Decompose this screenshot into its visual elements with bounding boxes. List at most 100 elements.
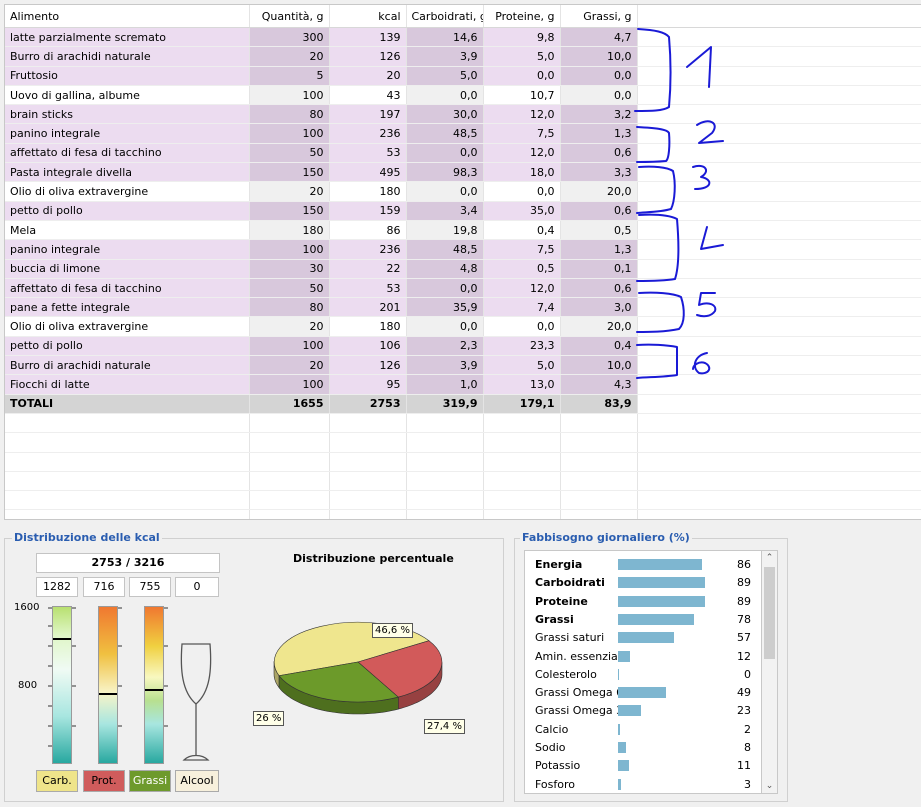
table-row[interactable]: panino integrale 100 236 48,5 7,5 1,3	[5, 239, 921, 260]
protein-cell[interactable]: 13,0	[483, 374, 561, 395]
kcal-cell[interactable]: 53	[329, 278, 407, 299]
fat-cell[interactable]: 0,6	[560, 278, 638, 299]
food-name-cell[interactable]: Olio di oliva extravergine	[5, 181, 250, 202]
legend-prot-button[interactable]: Prot.	[83, 770, 125, 792]
fat-cell[interactable]: 0,1	[560, 259, 638, 279]
food-name-cell[interactable]: petto di pollo	[5, 201, 250, 221]
carbs-cell[interactable]: 319,9	[406, 394, 484, 414]
fat-cell[interactable]: 4,7	[560, 27, 638, 48]
carbs-cell[interactable]: 30,0	[406, 104, 484, 125]
carbs-cell[interactable]: 3,9	[406, 46, 484, 67]
food-name-cell[interactable]: panino integrale	[5, 123, 250, 144]
food-name-cell[interactable]: Mela	[5, 220, 250, 241]
kcal-cell[interactable]: 20	[329, 66, 407, 86]
protein-cell[interactable]: 35,0	[483, 201, 561, 221]
protein-cell[interactable]: 23,3	[483, 336, 561, 357]
quantity-cell[interactable]: 100	[249, 374, 330, 395]
fat-cell[interactable]: 10,0	[560, 46, 638, 67]
table-row[interactable]: latte parzialmente scremato 300 139 14,6 9,8…	[5, 27, 921, 48]
quantity-cell[interactable]: 5	[249, 66, 330, 86]
protein-cell[interactable]: 5,0	[483, 355, 561, 376]
quantity-cell[interactable]: 300	[249, 27, 330, 48]
kcal-cell[interactable]: 236	[329, 123, 407, 144]
table-row[interactable]: Uovo di gallina, albume 100 43 0,0 10,7 0,0	[5, 85, 921, 106]
quantity-cell[interactable]: 20	[249, 355, 330, 376]
quantity-cell[interactable]: 1655	[249, 394, 330, 414]
fat-cell[interactable]: 3,2	[560, 104, 638, 125]
food-name-cell[interactable]: affettato di fesa di tacchino	[5, 278, 250, 299]
column-header-quantity[interactable]: Quantità, g	[249, 5, 330, 28]
fat-cell[interactable]: 0,4	[560, 336, 638, 357]
fat-cell[interactable]: 20,0	[560, 316, 638, 337]
quantity-cell[interactable]: 100	[249, 123, 330, 144]
kcal-cell[interactable]: 180	[329, 316, 407, 337]
kcal-cell[interactable]: 126	[329, 355, 407, 376]
table-row[interactable]: Fiocchi di latte 100 95 1,0 13,0 4,3	[5, 374, 921, 395]
table-row[interactable]: buccia di limone 30 22 4,8 0,5 0,1	[5, 259, 921, 279]
quantity-cell[interactable]: 100	[249, 85, 330, 106]
kcal-cell[interactable]: 236	[329, 239, 407, 260]
needs-row[interactable]: Potassio 11	[525, 756, 761, 774]
needs-row[interactable]: Proteine 89	[525, 592, 761, 610]
carbs-cell[interactable]: 1,0	[406, 374, 484, 395]
table-row[interactable]: Burro di arachidi naturale 20 126 3,9 5,0 10,…	[5, 355, 921, 376]
fat-cell[interactable]: 3,0	[560, 297, 638, 318]
protein-cell[interactable]: 9,8	[483, 27, 561, 48]
carbs-cell[interactable]: 3,4	[406, 201, 484, 221]
needs-row[interactable]: Grassi Omega 6 49	[525, 683, 761, 701]
carbs-cell[interactable]: 4,8	[406, 259, 484, 279]
quantity-cell[interactable]: 80	[249, 104, 330, 125]
table-row[interactable]: petto di pollo 100 106 2,3 23,3 0,4	[5, 336, 921, 357]
protein-cell[interactable]: 179,1	[483, 394, 561, 414]
quantity-cell[interactable]: 20	[249, 316, 330, 337]
kcal-cell[interactable]: 2753	[329, 394, 407, 414]
table-row[interactable]: Fruttosio 5 20 5,0 0,0 0,0	[5, 66, 921, 86]
needs-row[interactable]: Grassi Omega 3 23	[525, 701, 761, 719]
fat-cell[interactable]: 83,9	[560, 394, 638, 414]
kcal-cell[interactable]: 86	[329, 220, 407, 241]
food-name-cell[interactable]: buccia di limone	[5, 259, 250, 279]
column-header-carbs[interactable]: Carboidrati, g	[406, 5, 484, 28]
table-row[interactable]: brain sticks 80 197 30,0 12,0 3,2	[5, 104, 921, 125]
needs-row[interactable]: Fosforo 3	[525, 775, 761, 793]
scroll-down-icon[interactable]: ⌄	[765, 781, 774, 791]
column-header-food[interactable]: Alimento	[5, 5, 250, 28]
carbs-cell[interactable]: 0,0	[406, 316, 484, 337]
fat-cell[interactable]: 1,3	[560, 239, 638, 260]
legend-alcohol-button[interactable]: Alcool	[175, 770, 219, 792]
quantity-cell[interactable]: 50	[249, 143, 330, 164]
table-row[interactable]: Olio di oliva extravergine 20 180 0,0 0,0 20,…	[5, 181, 921, 202]
food-name-cell[interactable]: Pasta integrale divella	[5, 162, 250, 183]
kcal-cell[interactable]: 139	[329, 27, 407, 48]
kcal-cell[interactable]: 159	[329, 201, 407, 221]
table-row[interactable]: Mela 180 86 19,8 0,4 0,5	[5, 220, 921, 241]
kcal-cell[interactable]: 201	[329, 297, 407, 318]
table-row[interactable]: Pasta integrale divella 150 495 98,3 18,0 3,3	[5, 162, 921, 183]
carbs-cell[interactable]: 3,9	[406, 355, 484, 376]
quantity-cell[interactable]: 20	[249, 46, 330, 67]
quantity-cell[interactable]: 80	[249, 297, 330, 318]
carbs-cell[interactable]: 0,0	[406, 85, 484, 106]
scrollbar-thumb[interactable]	[764, 567, 775, 659]
food-name-cell[interactable]: pane a fette integrale	[5, 297, 250, 318]
quantity-cell[interactable]: 50	[249, 278, 330, 299]
protein-cell[interactable]: 7,5	[483, 123, 561, 144]
fat-cell[interactable]: 4,3	[560, 374, 638, 395]
needs-row[interactable]: Calcio 2	[525, 720, 761, 738]
food-name-cell[interactable]: Uovo di gallina, albume	[5, 85, 250, 106]
table-row[interactable]: pane a fette integrale 80 201 35,9 7,4 3,0	[5, 297, 921, 318]
food-name-cell[interactable]: Fiocchi di latte	[5, 374, 250, 395]
food-name-cell[interactable]: TOTALI	[5, 394, 250, 414]
fat-cell[interactable]: 0,0	[560, 85, 638, 106]
quantity-cell[interactable]: 180	[249, 220, 330, 241]
needs-scrollbar[interactable]: ⌃ ⌄	[761, 550, 778, 794]
needs-row[interactable]: Amin. essenziali 12	[525, 647, 761, 665]
column-header-fat[interactable]: Grassi, g	[560, 5, 638, 28]
table-row[interactable]: Olio di oliva extravergine 20 180 0,0 0,0 20,…	[5, 316, 921, 337]
legend-fat-button[interactable]: Grassi	[129, 770, 171, 792]
carbs-cell[interactable]: 98,3	[406, 162, 484, 183]
protein-cell[interactable]: 0,0	[483, 316, 561, 337]
needs-row[interactable]: Sodio 8	[525, 738, 761, 756]
fat-cell[interactable]: 0,6	[560, 201, 638, 221]
needs-row[interactable]: Colesterolo 0	[525, 665, 761, 683]
